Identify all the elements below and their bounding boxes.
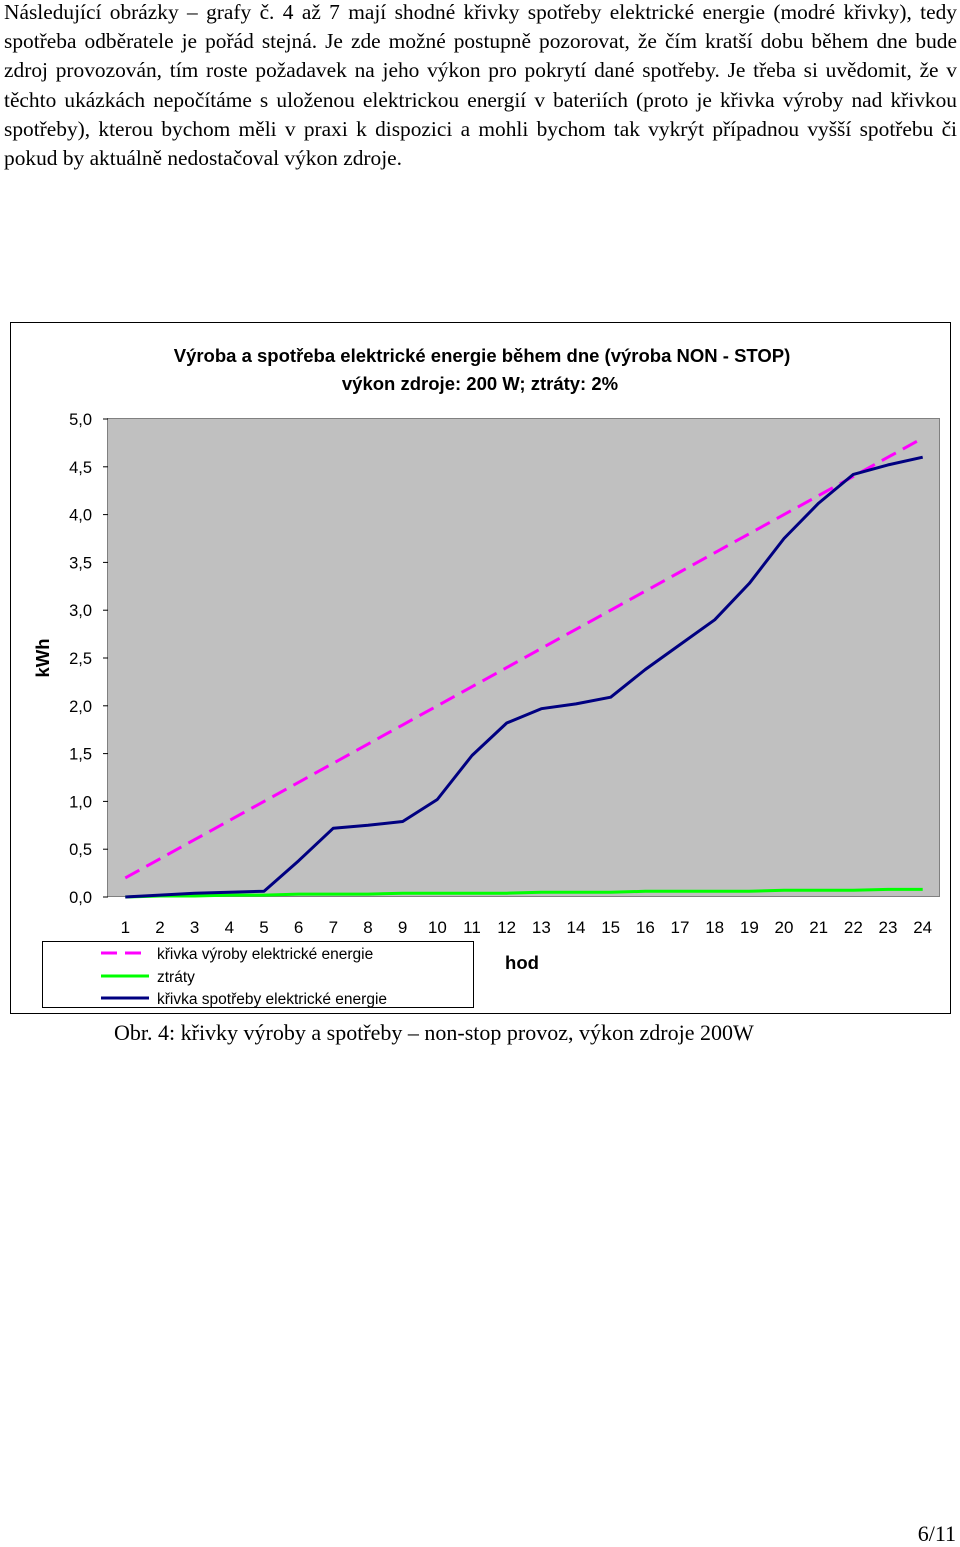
x-tick-label: 16 — [636, 918, 655, 937]
x-tick-label: 14 — [567, 918, 586, 937]
x-tick-label: 20 — [775, 918, 794, 937]
y-tick-label: 0,0 — [69, 889, 92, 907]
production-line — [124, 436, 924, 880]
x-tick-label: 1 — [121, 918, 130, 937]
legend-label-consumption: křivka spotřeby elektrické energie — [157, 991, 387, 1008]
x-tick-label: 5 — [259, 918, 268, 937]
intro-paragraph: Následující obrázky – grafy č. 4 až 7 ma… — [4, 0, 957, 171]
y-tick-label: 1,5 — [69, 746, 92, 764]
x-tick-label: 15 — [601, 918, 620, 937]
consumption-line — [125, 455, 924, 899]
y-tick-label: 4,0 — [69, 507, 92, 525]
x-tick-label: 24 — [913, 918, 932, 937]
x-tick-label: 10 — [428, 918, 447, 937]
x-tick-label: 6 — [294, 918, 303, 937]
x-tick-label: 2 — [155, 918, 164, 937]
y-tick-label: 1,0 — [69, 793, 92, 811]
x-tick-label: 21 — [809, 918, 828, 937]
page-number: 6/11 — [917, 1521, 956, 1546]
y-tick-label: 0,5 — [69, 841, 92, 859]
x-tick-label: 18 — [705, 918, 724, 937]
intro-text: Následující obrázky – grafy č. 4 až 7 ma… — [4, 0, 957, 173]
x-tick-label: 12 — [497, 918, 516, 937]
y-tick-label: 5,0 — [69, 411, 92, 429]
y-axis-ticks: 0,0 0,5 1,0 1,5 2,0 2,5 3,0 3,5 4,0 4,5 5,0 — [69, 411, 108, 907]
y-tick-label: 2,0 — [69, 698, 92, 716]
y-tick-label: 3,0 — [69, 602, 92, 620]
x-tick-label: 22 — [844, 918, 863, 937]
x-tick-label: 23 — [879, 918, 898, 937]
plot-area — [107, 418, 940, 897]
chart-series — [124, 436, 924, 899]
x-tick-label: 17 — [671, 918, 690, 937]
chart-subtitle: výkon zdroje: 200 W; ztráty: 2% — [342, 373, 618, 394]
x-tick-label: 4 — [225, 918, 234, 937]
figure-caption: Obr. 4: křivky výroby a spotřeby – non-s… — [114, 1020, 754, 1045]
x-tick-label: 3 — [190, 918, 199, 937]
legend-label-losses: ztráty — [157, 969, 195, 986]
y-tick-label: 2,5 — [69, 650, 92, 668]
x-tick-label: 7 — [329, 918, 338, 937]
x-tick-label: 13 — [532, 918, 551, 937]
x-tick-label: 8 — [363, 918, 372, 937]
losses-line — [125, 887, 923, 899]
chart-title: Výroba a spotřeba elektrické energie běh… — [174, 345, 791, 366]
x-axis-ticks: 1 2 3 4 5 6 7 8 9 10 11 12 13 14 15 16 17 18 19 20 21 22 23 24 — [121, 918, 933, 937]
chart-legend: křivka výroby elektrické energie ztráty … — [42, 941, 474, 1008]
y-tick-label: 4,5 — [69, 459, 92, 477]
x-axis-label: hod — [505, 952, 539, 973]
legend-label-production: křivka výroby elektrické energie — [157, 946, 373, 963]
y-tick-label: 3,5 — [69, 554, 92, 572]
x-tick-label: 11 — [463, 918, 481, 937]
x-tick-label: 19 — [740, 918, 759, 937]
x-tick-label: 9 — [398, 918, 407, 937]
y-axis-label: kWh — [32, 638, 53, 677]
